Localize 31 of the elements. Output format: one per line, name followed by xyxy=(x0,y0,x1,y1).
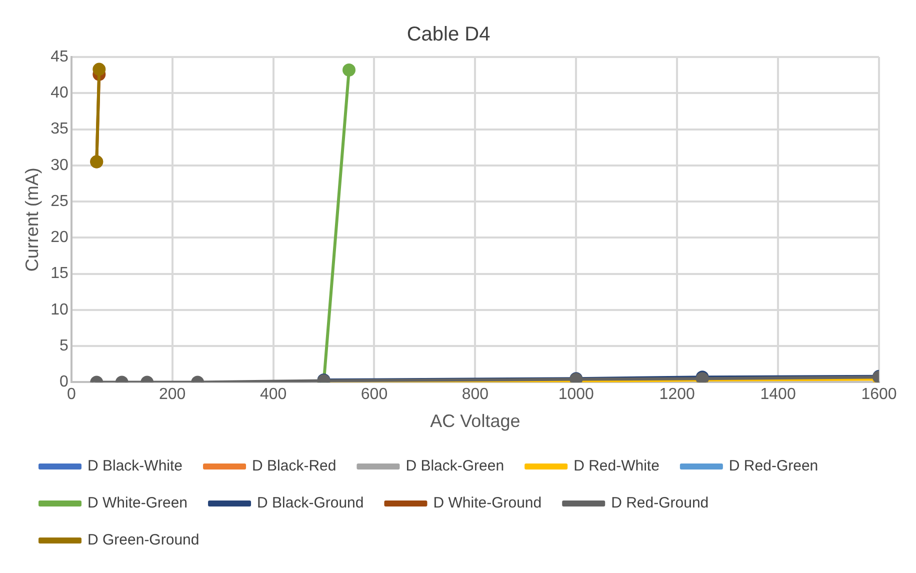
x-tick-label: 1200 xyxy=(659,386,695,404)
x-tick-label: 400 xyxy=(260,386,287,404)
x-axis-title: AC Voltage xyxy=(430,411,520,432)
legend-label: D Black-White xyxy=(88,458,183,475)
y-tick-label: 35 xyxy=(50,120,68,138)
y-tick-label: 15 xyxy=(50,265,68,282)
y-tick-label: 10 xyxy=(50,301,68,318)
y-tick-label: 5 xyxy=(59,337,68,354)
y-tick-label: 0 xyxy=(59,374,68,391)
y-tick-label: 30 xyxy=(50,156,68,174)
x-tick-label: 1000 xyxy=(558,386,594,404)
chart-title: Cable D4 xyxy=(406,24,490,46)
y-tick-label: 40 xyxy=(50,84,68,102)
y-tick-label: 45 xyxy=(50,48,68,66)
legend-label: D Red-Green xyxy=(728,458,818,475)
x-tick-label: 1400 xyxy=(760,386,796,404)
x-tick-label: 600 xyxy=(360,386,388,404)
legend-label: D White-Green xyxy=(88,494,188,512)
legend-label: D Black-Green xyxy=(406,458,504,475)
legend-label: D Black-Ground xyxy=(257,494,364,512)
x-tick-label: 800 xyxy=(462,386,489,404)
legend-label: D Red-Ground xyxy=(611,494,709,512)
y-axis-title: Current (mA) xyxy=(22,168,42,272)
y-tick-label: 25 xyxy=(50,192,68,210)
x-tick-label: 1600 xyxy=(861,386,897,404)
legend-label: D Black-Red xyxy=(252,458,336,475)
legend-label: D Green-Ground xyxy=(88,532,200,549)
x-tick-label: 200 xyxy=(158,386,186,404)
y-tick-label: 20 xyxy=(50,229,68,246)
legend-label: D Red-White xyxy=(574,458,660,475)
legend-label: D White-Ground xyxy=(433,494,542,512)
